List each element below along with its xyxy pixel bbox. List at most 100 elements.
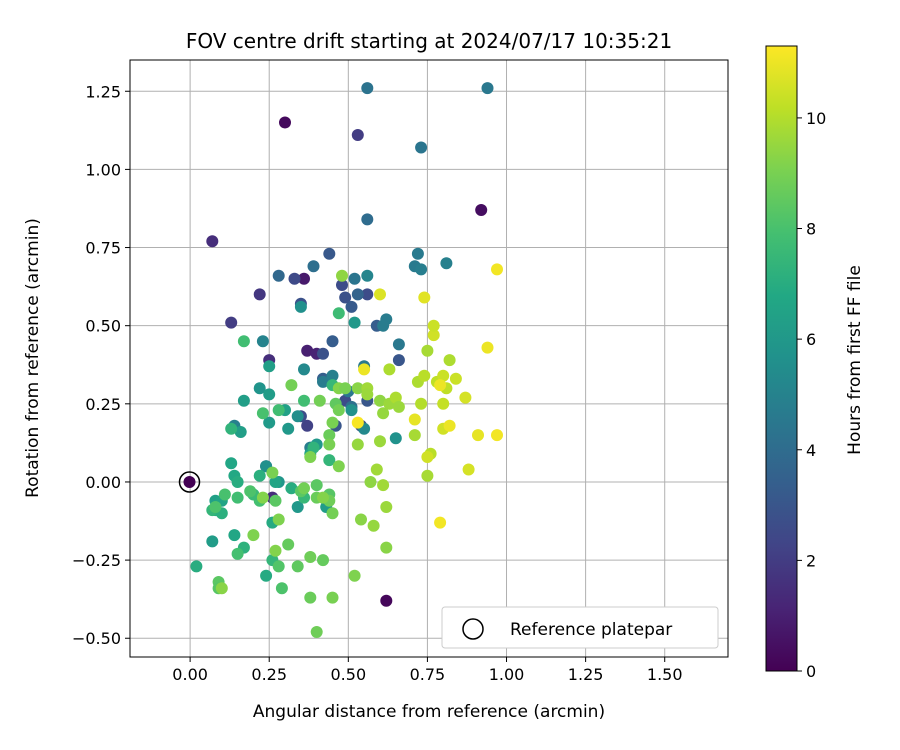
legend: Reference platepar — [441, 606, 719, 649]
data-point — [307, 260, 320, 273]
data-point — [336, 279, 348, 291]
data-point — [339, 382, 352, 395]
data-point — [361, 269, 374, 282]
data-point — [288, 272, 301, 285]
data-point — [282, 538, 295, 551]
data-point — [234, 426, 247, 438]
data-point — [421, 344, 434, 357]
data-point — [285, 482, 298, 495]
colorbar-tick-label: 0 — [806, 662, 816, 681]
y-tick-label: 1.25 — [85, 82, 121, 101]
data-point — [415, 141, 428, 154]
y-axis-label: Rotation from reference (arcmin) — [23, 218, 43, 498]
data-point — [237, 394, 250, 407]
data-point — [374, 394, 386, 407]
data-point — [361, 288, 374, 301]
data-point — [348, 316, 361, 329]
data-point — [377, 407, 390, 420]
data-point — [361, 82, 374, 95]
data-point — [291, 410, 304, 423]
x-tick-label: 0.50 — [331, 665, 367, 684]
data-point — [408, 413, 421, 426]
data-point — [491, 429, 503, 442]
data-point — [218, 488, 231, 501]
data-point — [231, 491, 244, 504]
data-point — [415, 263, 428, 276]
data-point — [434, 516, 447, 529]
y-tick-label: −0.25 — [72, 551, 121, 570]
data-point — [317, 554, 329, 567]
x-tick-label: 1.00 — [489, 665, 525, 684]
data-point — [326, 369, 339, 382]
data-point — [380, 541, 393, 554]
data-point — [332, 460, 345, 473]
data-point — [374, 288, 386, 301]
data-point — [323, 429, 336, 442]
data-point — [256, 407, 269, 420]
data-point — [304, 551, 317, 563]
data-point — [291, 501, 304, 513]
data-point — [263, 360, 276, 373]
y-tick-label: 0.75 — [85, 239, 121, 258]
data-point — [427, 319, 440, 332]
data-point — [462, 463, 475, 476]
reference-point-marker — [178, 471, 201, 493]
data-point — [190, 560, 203, 573]
data-point — [298, 394, 310, 407]
data-point — [294, 300, 307, 313]
grid-lines — [130, 60, 728, 657]
data-point — [421, 451, 434, 463]
data-point — [206, 235, 219, 248]
data-point — [317, 347, 329, 360]
data-point — [272, 404, 285, 417]
data-point — [326, 416, 339, 429]
data-point — [228, 529, 241, 542]
data-point — [434, 379, 447, 392]
data-point — [459, 391, 472, 404]
data-point — [421, 469, 434, 482]
data-point — [298, 272, 310, 285]
data-point — [358, 363, 371, 376]
data-point — [244, 485, 257, 498]
data-point — [298, 482, 310, 495]
data-point — [323, 247, 336, 260]
data-point — [427, 329, 440, 342]
data-point — [377, 319, 390, 332]
data-point — [355, 513, 367, 526]
data-point — [380, 501, 393, 513]
data-point — [279, 116, 291, 129]
y-tick-label: 1.00 — [85, 160, 121, 179]
data-point — [231, 547, 244, 560]
data-point — [449, 372, 462, 385]
x-axis-label: Angular distance from reference (arcmin) — [253, 702, 605, 722]
data-point — [440, 257, 453, 270]
data-point — [332, 404, 345, 417]
data-point — [332, 307, 345, 320]
data-point — [437, 397, 450, 410]
data-point — [364, 476, 377, 488]
data-point — [269, 476, 282, 488]
data-point — [310, 626, 323, 638]
data-point — [345, 404, 358, 417]
data-point — [351, 416, 364, 429]
data-point — [225, 316, 238, 329]
data-point — [418, 291, 431, 304]
data-point — [491, 263, 503, 276]
data-point — [411, 247, 424, 260]
x-tick-label: 1.50 — [647, 665, 683, 684]
x-axis: 0.00 0.25 0.50 0.75 1.00 1.25 1.50 — [172, 657, 683, 684]
colorbar-gradient — [766, 46, 797, 671]
data-point — [301, 344, 314, 357]
x-tick-label: 1.25 — [568, 665, 604, 684]
data-point — [266, 466, 279, 479]
data-point — [408, 429, 421, 442]
data-point — [215, 582, 228, 595]
data-point — [275, 582, 288, 595]
data-point — [256, 491, 269, 504]
data-point — [260, 569, 273, 582]
data-point — [472, 429, 484, 442]
data-point — [339, 291, 352, 304]
data-point — [370, 463, 383, 476]
data-point — [481, 341, 494, 354]
x-tick-label: 0.00 — [172, 665, 208, 684]
